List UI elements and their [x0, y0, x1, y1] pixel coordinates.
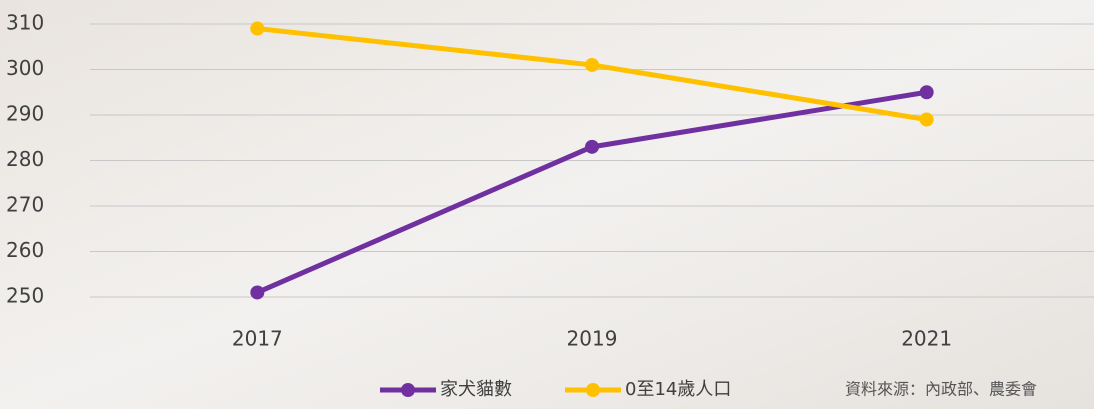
x-tick-label: 2019: [567, 327, 618, 351]
x-tick-label: 2017: [232, 327, 283, 351]
y-tick-label: 280: [6, 147, 44, 171]
y-tick-label: 260: [6, 238, 44, 262]
data-point: [585, 57, 599, 72]
source-note: 資料來源：內政部、農委會: [845, 380, 1037, 399]
y-tick-label: 250: [6, 284, 44, 308]
legend-marker: [586, 383, 600, 397]
y-tick-label: 310: [6, 11, 44, 35]
y-tick-label: 300: [6, 56, 44, 80]
y-tick-label: 270: [6, 193, 44, 217]
data-point: [250, 285, 265, 300]
legend-label: 家犬貓數: [440, 379, 512, 400]
x-tick-label: 2021: [901, 327, 952, 351]
y-tick-label: 290: [6, 102, 44, 126]
legend-label: 0至14歲人口: [625, 379, 731, 400]
data-point: [919, 112, 934, 127]
legend-marker: [401, 383, 415, 397]
data-point: [585, 139, 599, 154]
data-point: [919, 85, 934, 100]
data-point: [250, 21, 265, 36]
